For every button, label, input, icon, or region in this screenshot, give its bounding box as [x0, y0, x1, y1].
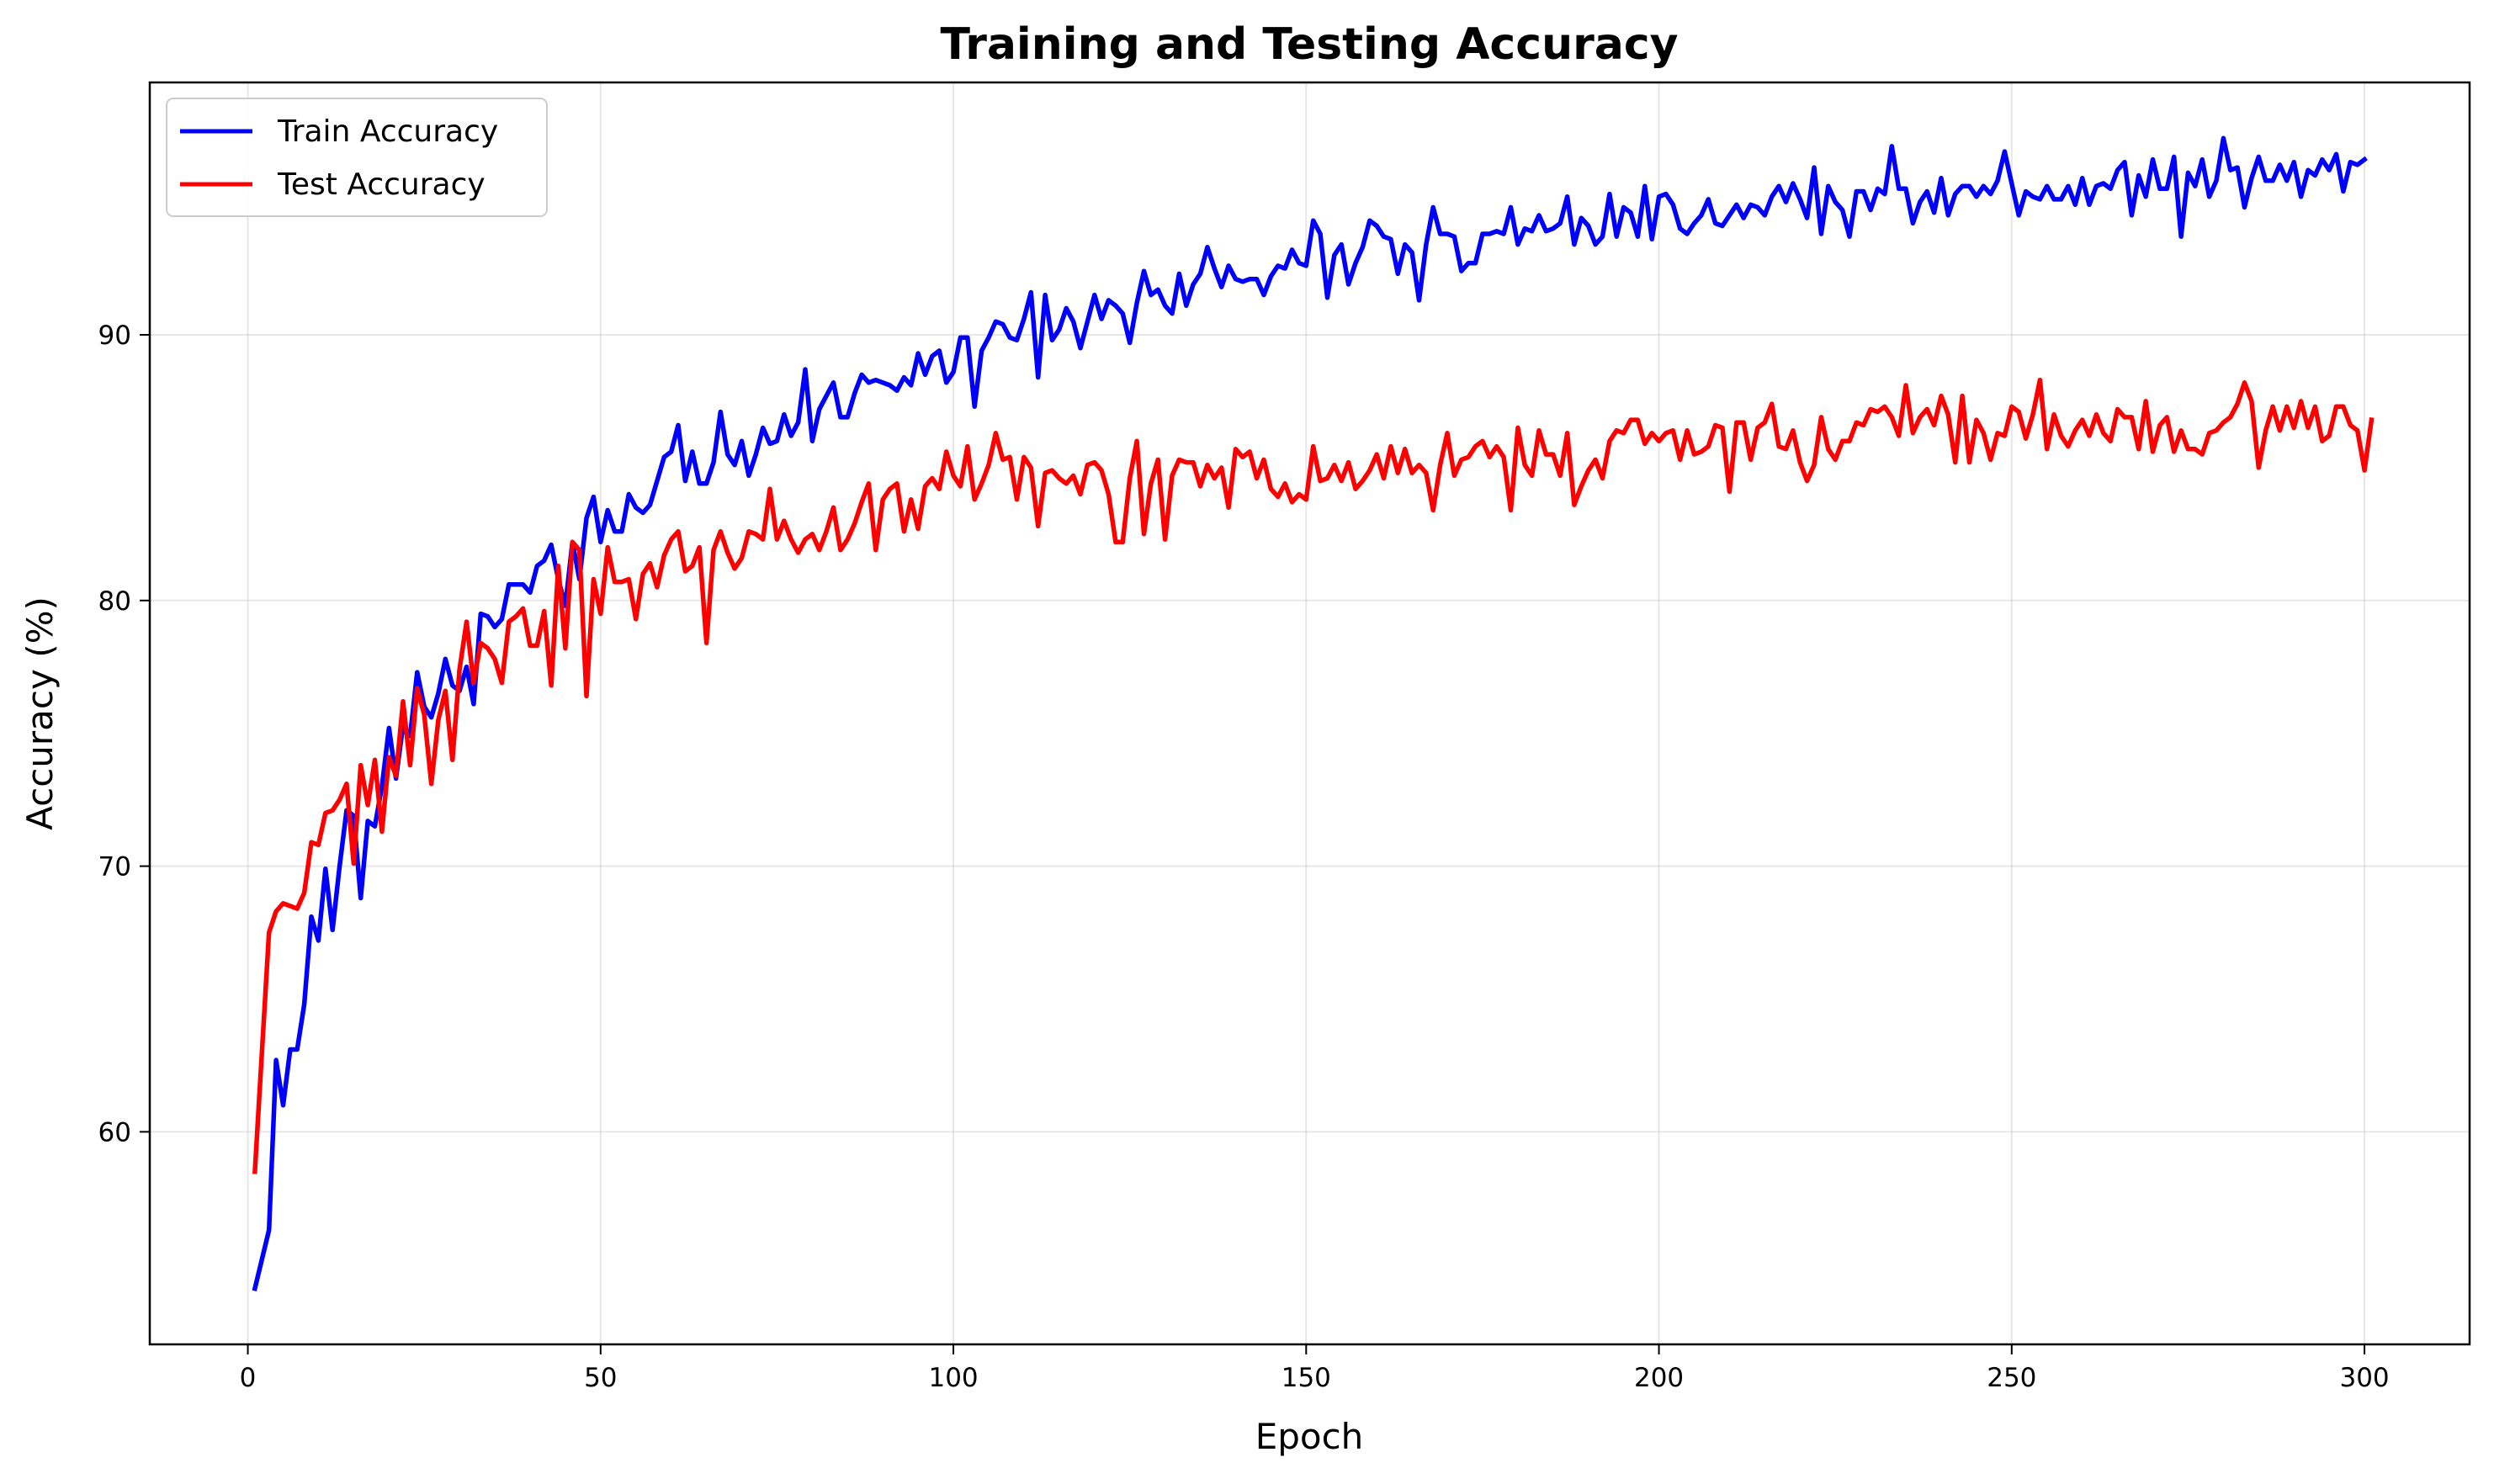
y-tick-label: 60: [98, 1117, 131, 1147]
x-tick-label: 50: [584, 1363, 617, 1393]
x-tick-label: 150: [1281, 1363, 1331, 1393]
x-tick-label: 300: [2339, 1363, 2389, 1393]
legend: Train Accuracy Test Accuracy: [166, 98, 548, 217]
series-layer: [252, 135, 2375, 1292]
x-tick-label: 250: [1987, 1363, 2036, 1393]
y-axis-label: Accuracy (%): [19, 596, 61, 830]
legend-label-train: Train Accuracy: [277, 114, 498, 149]
y-tick-label: 80: [98, 586, 131, 617]
y-tick-label: 90: [98, 321, 131, 351]
legend-label-test: Test Accuracy: [277, 167, 486, 202]
x-tick-label: 100: [928, 1363, 978, 1393]
x-axis-label: Epoch: [1255, 1416, 1364, 1457]
chart-title: Training and Testing Accuracy: [940, 19, 1678, 70]
y-tick-label: 70: [98, 852, 131, 882]
plot-frame: [148, 81, 2471, 1346]
x-tick-label: 200: [1634, 1363, 1684, 1393]
legend-box: [166, 98, 548, 217]
test-accuracy-line: [252, 377, 2375, 1174]
train-accuracy-line: [252, 135, 2368, 1292]
axis-ticks: 0 50 100 150 200 250 300 60 70 80 90: [98, 321, 2390, 1393]
x-tick-label: 0: [240, 1363, 257, 1393]
grid-lines: [150, 82, 2470, 1344]
